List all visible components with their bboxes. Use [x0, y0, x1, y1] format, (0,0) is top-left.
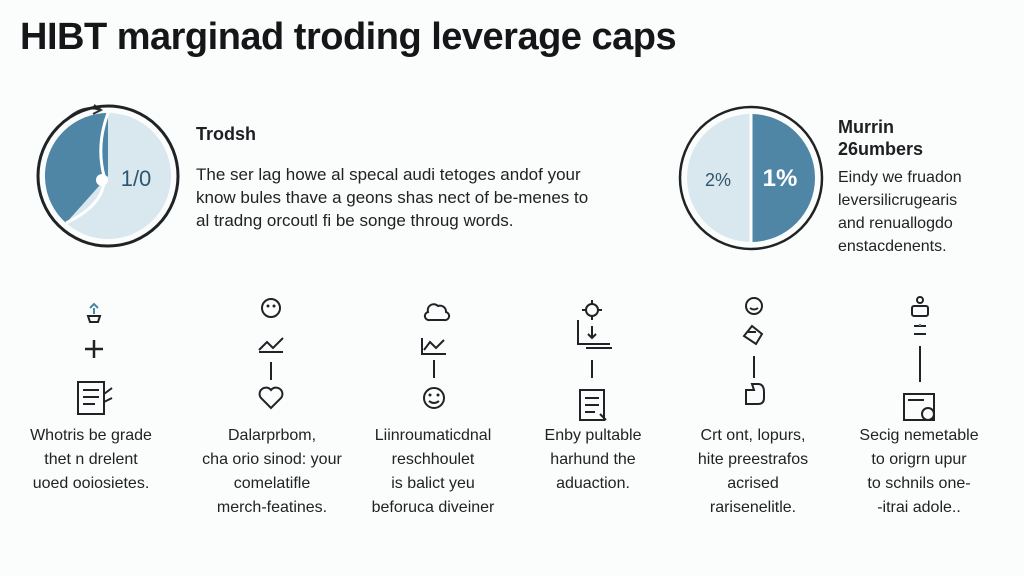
caption-line: beforuca diveiner [371, 499, 495, 516]
left-line: The ser lag howe al specal audi tetoges … [196, 165, 581, 184]
thumb-icon [745, 383, 765, 405]
smile-icon [745, 297, 763, 315]
document-icon [77, 381, 113, 415]
sign-icon [914, 324, 926, 335]
bar-chart-icon [577, 320, 612, 349]
caption-line: harhund the [550, 451, 636, 468]
right-heading-line: 26umbers [838, 139, 924, 159]
clipboard-icon [579, 389, 607, 421]
smile-icon [423, 387, 445, 409]
caption-line: merch-featines. [216, 499, 328, 516]
tray-icon [86, 302, 102, 323]
caption-line: thet n drelent [44, 451, 138, 468]
left-text-block: Trodsh The ser lag howe al specal audi t… [196, 124, 636, 232]
page-title: HIBT marginad troding leverage caps [20, 16, 677, 58]
caption-line: Dalarprbom, [227, 427, 317, 444]
caption-line: to schnils one- [867, 475, 971, 492]
caption-line: to origrn upur [871, 451, 967, 468]
hand-icon [742, 324, 764, 346]
caption-line: Enby pultable [544, 427, 642, 444]
caption-line: -itrai adole.. [877, 499, 961, 516]
chart-arrow-icon [258, 337, 284, 353]
caption-line: Secig nemetable [859, 427, 979, 444]
caption-line: cha orio sinod: your [202, 451, 342, 468]
right-line: Eindy we fruadon [838, 169, 962, 186]
heart-icon [258, 386, 284, 410]
caption-line: is balict yeu [391, 475, 475, 492]
caption-line: reschhoulet [391, 451, 475, 468]
right-line: and renuallogdo [838, 215, 953, 232]
plus-icon [85, 340, 103, 358]
caption-line: uoed ooiosietes. [32, 475, 150, 492]
caption-line: comelatifle [233, 475, 311, 492]
left-line: al tradng orcoutl fi be songe throug wor… [196, 211, 514, 230]
caption-line: acrised [727, 475, 779, 492]
cloud-icon [423, 303, 451, 322]
right-pie-right-label: 1% [763, 165, 798, 192]
right-text-block: Murrin 26umbers Eindy we fruadon leversi… [838, 116, 1018, 258]
caption-line: aduaction. [556, 475, 630, 492]
gear-icon [582, 300, 602, 320]
left-line: know bules thave a geons shas nect of be… [196, 188, 589, 207]
caption-line: Liinroumaticdnal [374, 427, 492, 444]
caption-line: Crt ont, lopurs, [700, 427, 806, 444]
left-heading: Trodsh [196, 124, 257, 144]
right-heading-line: Murrin [838, 117, 894, 137]
right-pie-left-label: 2% [705, 170, 731, 190]
face-icon [261, 298, 281, 318]
left-pie-chart: 1/0 [24, 100, 192, 250]
right-line: leversilicrugearis [838, 192, 958, 209]
caption-line: hite preestrafos [697, 451, 809, 468]
left-pie-label: 1/0 [121, 166, 152, 191]
caption-line: rarisenelitle. [709, 499, 797, 516]
line-chart-icon [421, 338, 446, 355]
person-icon [911, 296, 929, 317]
caption-line: Whotris be grade [30, 427, 152, 444]
badge-icon [903, 393, 935, 421]
right-pie-chart: 2% 1% [676, 104, 826, 252]
right-line: enstacdenents. [838, 238, 947, 255]
